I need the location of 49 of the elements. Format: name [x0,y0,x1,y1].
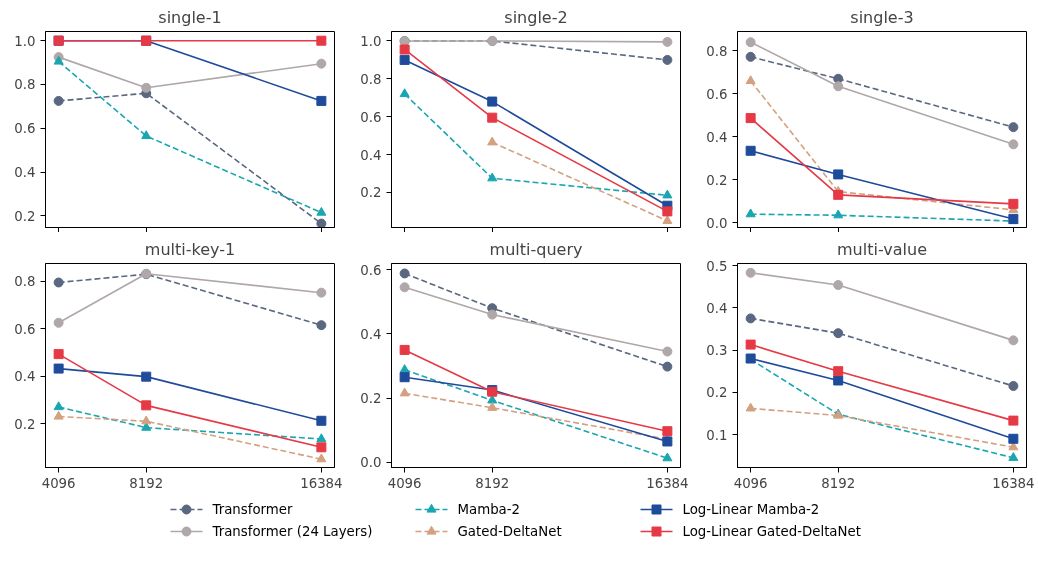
chart-title: single-3 [850,7,914,27]
chart-title: single-2 [504,7,568,27]
y-tick-label: 0.4 [360,326,382,342]
y-tick-label: 0.6 [706,86,728,102]
x-tick-label: 4096 [41,475,76,491]
y-tick-label: 0.6 [360,109,382,125]
y-tick-label: 0.2 [360,391,382,407]
legend-label: Mamba-2 [457,502,521,517]
x-tick-label: 16384 [300,475,343,491]
y-tick-label: 0.2 [706,385,728,401]
y-tick-label: 0.8 [14,77,36,93]
y-tick-label: 0.6 [360,262,382,278]
y-tick-label: 0.0 [360,455,382,471]
legend-label: Transformer [211,502,293,517]
y-tick-label: 1.0 [14,33,36,49]
y-tick-label: 0.2 [360,185,382,201]
x-tick-label: 16384 [992,475,1035,491]
y-tick-label: 0.6 [14,121,36,137]
x-tick-label: 8192 [129,475,164,491]
legend-label: Transformer (24 Layers) [211,524,373,539]
y-tick-label: 0.8 [14,274,36,290]
x-tick-label: 4096 [387,475,422,491]
y-tick-label: 0.0 [706,215,728,231]
y-tick-label: 0.4 [14,165,36,181]
x-tick-label: 4096 [733,475,768,491]
x-tick-label: 8192 [475,475,510,491]
y-tick-label: 0.8 [360,71,382,87]
y-tick-label: 0.1 [706,427,728,443]
x-tick-label: 16384 [646,475,689,491]
y-tick-label: 0.3 [706,343,728,359]
legend-label: Gated-DeltaNet [457,524,562,539]
legend-label: Log-Linear Mamba-2 [682,502,820,517]
chart-title: multi-key-1 [144,239,236,259]
y-tick-label: 0.2 [14,416,36,432]
chart-title: single-1 [158,7,222,27]
y-tick-label: 0.2 [14,208,36,224]
x-tick-label: 8192 [821,475,856,491]
chart-title: multi-value [837,239,927,259]
y-tick-label: 0.2 [706,172,728,188]
y-tick-label: 0.6 [14,321,36,337]
y-tick-label: 0.4 [14,369,36,385]
legend-label: Log-Linear Gated-DeltaNet [682,524,861,539]
y-tick-label: 1.0 [360,33,382,49]
y-tick-label: 0.4 [360,147,382,163]
y-tick-label: 0.5 [706,258,728,274]
chart-title: multi-query [489,239,583,259]
y-tick-label: 0.8 [706,43,728,59]
y-tick-label: 0.4 [706,129,728,145]
y-tick-label: 0.4 [706,300,728,316]
